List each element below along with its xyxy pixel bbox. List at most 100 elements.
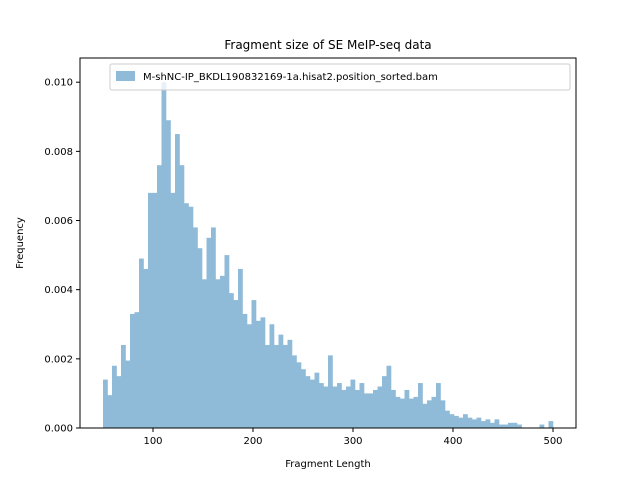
- histogram-bar: [220, 275, 225, 428]
- histogram-bar: [211, 227, 216, 428]
- histogram-bar: [130, 313, 135, 428]
- histogram-bar: [467, 417, 473, 428]
- histogram-bar: [134, 312, 140, 428]
- histogram-bar: [445, 410, 450, 428]
- x-tick-label: 200: [243, 436, 262, 447]
- histogram-bar: [206, 237, 212, 428]
- histogram-bar: [472, 419, 477, 428]
- histogram-bar: [314, 372, 320, 428]
- histogram-bar: [350, 379, 356, 428]
- plot-frame: [79, 57, 577, 429]
- histogram-bars: [103, 82, 554, 429]
- histogram-bar: [485, 419, 491, 428]
- histogram-bar: [179, 165, 185, 428]
- histogram-bar: [440, 400, 446, 428]
- histogram-bar: [377, 386, 383, 428]
- histogram-bar: [337, 383, 342, 428]
- histogram-bar: [458, 417, 464, 428]
- histogram-bar: [395, 396, 401, 428]
- histogram-bar: [224, 255, 230, 428]
- histogram-bar: [404, 389, 410, 428]
- histogram-bar: [512, 422, 518, 428]
- histogram-bar: [274, 345, 279, 428]
- histogram-bar: [175, 134, 180, 428]
- y-tick-label: 0.008: [44, 147, 73, 158]
- histogram-bar: [121, 345, 126, 428]
- histogram-bar: [116, 376, 122, 428]
- y-tick-label: 0.000: [44, 424, 73, 435]
- histogram-bar: [454, 415, 459, 428]
- histogram-bar: [238, 268, 243, 428]
- histogram-bar: [319, 383, 324, 428]
- histogram-bar: [139, 258, 144, 428]
- histogram-bar: [503, 424, 509, 428]
- legend-label: M-shNC-IP_BKDL190832169-1a.hisat2.positi…: [143, 72, 438, 83]
- histogram-bar: [247, 324, 252, 428]
- histogram-bar: [476, 417, 482, 428]
- histogram-bar: [323, 386, 329, 428]
- histogram-bar: [499, 424, 504, 428]
- histogram-bar: [391, 389, 396, 428]
- histogram-bar: [125, 360, 131, 428]
- histogram-bar: [184, 203, 189, 428]
- histogram-bar: [278, 334, 284, 428]
- histogram-bar: [490, 422, 495, 428]
- histogram-bar: [364, 393, 369, 428]
- histogram-bar: [463, 414, 468, 428]
- histogram-bar: [112, 365, 117, 428]
- histogram-bar: [436, 383, 441, 428]
- legend-box: [109, 63, 571, 91]
- histogram-bar: [413, 396, 419, 428]
- histogram-bar: [157, 165, 162, 428]
- histogram-bar: [508, 422, 513, 428]
- histogram-bar: [260, 317, 266, 428]
- histogram-bar: [242, 313, 248, 428]
- histogram-bar: [202, 279, 207, 428]
- x-tick-label: 400: [443, 436, 462, 447]
- histogram-bar: [143, 268, 149, 428]
- y-axis: 0.000 0.002 0.004 0.006 0.008 0.010: [44, 78, 80, 435]
- histogram-bar: [170, 192, 176, 428]
- histogram-bar: [346, 386, 351, 428]
- histogram-bar: [409, 398, 414, 428]
- histogram-bar: [422, 403, 428, 428]
- x-axis-label: Fragment Length: [285, 459, 370, 470]
- y-tick-label: 0.002: [44, 354, 73, 365]
- x-tick-label: 300: [343, 436, 362, 447]
- histogram-bar: [332, 386, 338, 428]
- x-tick-label: 500: [543, 436, 562, 447]
- histogram-bar: [359, 383, 365, 428]
- histogram-bar: [382, 376, 387, 428]
- histogram-bar: [427, 400, 432, 428]
- chart-title: Fragment size of SE MeIP-seq data: [224, 38, 431, 52]
- histogram-bar: [251, 300, 257, 428]
- histogram-bar: [310, 379, 315, 428]
- histogram-bar: [161, 82, 167, 429]
- y-tick-label: 0.004: [44, 285, 73, 296]
- histogram-bar: [148, 192, 153, 428]
- histogram-bar: [373, 389, 378, 428]
- histogram-bar: [256, 320, 261, 428]
- histogram-bar: [355, 389, 360, 428]
- histogram-bar: [517, 424, 522, 428]
- histogram-bar: [188, 206, 194, 428]
- histogram-bar: [494, 419, 500, 428]
- histogram-bar: [292, 355, 297, 428]
- histogram-bar: [368, 393, 374, 428]
- legend: M-shNC-IP_BKDL190832169-1a.hisat2.positi…: [109, 63, 571, 91]
- histogram-bar: [166, 120, 171, 429]
- histogram-bar: [301, 369, 306, 428]
- histogram-bar: [548, 421, 554, 428]
- histogram-bar: [449, 414, 455, 428]
- histogram-bar: [341, 389, 347, 428]
- histogram-bar: [431, 396, 437, 428]
- histogram-bar: [539, 424, 545, 428]
- histogram-bar: [152, 192, 158, 428]
- histogram-bar: [481, 421, 486, 428]
- histogram-bar: [197, 248, 203, 428]
- histogram-bar: [328, 355, 333, 428]
- histogram-bar: [269, 324, 275, 428]
- histogram-bar: [305, 376, 311, 428]
- histogram-bar: [418, 383, 423, 428]
